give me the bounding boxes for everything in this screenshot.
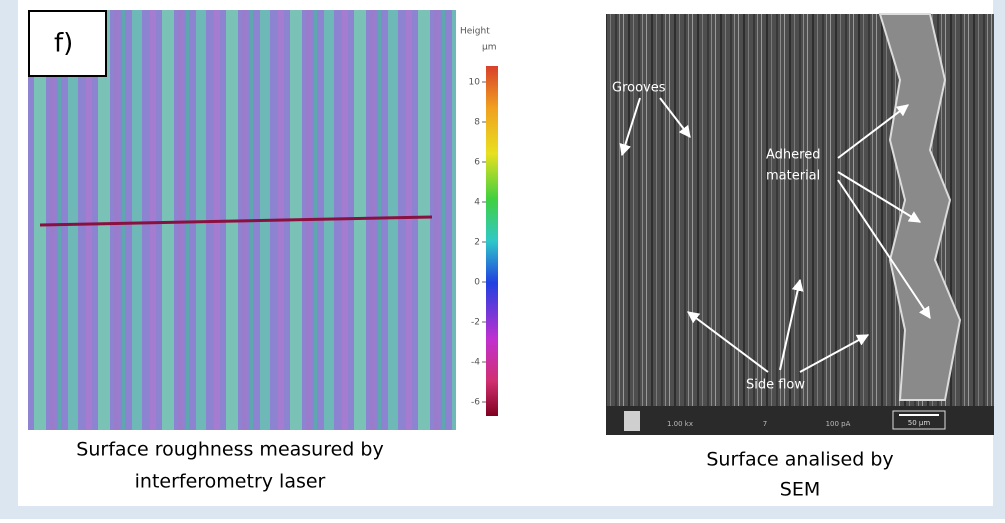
info-text: 100 pA [826, 420, 851, 428]
info-text: 1.00 kx [667, 420, 693, 428]
scale-bar-box [892, 410, 946, 430]
colorbar-label: Height [460, 27, 490, 37]
caption: Surface roughness measured by [76, 439, 383, 461]
arrows [619, 97, 931, 373]
colorbar-tick-label: 6 [474, 158, 480, 168]
colorbar-tick-label: 8 [474, 118, 480, 128]
annotation: Adhered [766, 148, 820, 163]
annotation: material [766, 169, 820, 184]
info-text: 7 [763, 420, 767, 428]
colorbar-tick-label: 2 [474, 238, 480, 248]
annotation: Side flow [746, 378, 805, 393]
info-icon [624, 411, 640, 431]
colorbar [486, 66, 498, 416]
scale-bar-label: 50 µm [908, 419, 931, 427]
caption: SEM [780, 479, 820, 501]
caption: Surface analised by [706, 449, 893, 471]
caption: interferometry laser [135, 471, 326, 493]
colorbar-unit: µm [482, 43, 497, 53]
panel-label: f) [54, 29, 73, 59]
profile-line [39, 215, 433, 227]
colorbar-tick-label: 4 [474, 198, 480, 208]
annotation: Grooves [612, 81, 666, 96]
info-bar [606, 406, 994, 435]
label-box [28, 10, 107, 77]
colorbar-tick-label: 10 [469, 78, 481, 88]
colorbar-tick-label: 0 [474, 278, 480, 288]
colorbar-tick-label: -6 [471, 398, 480, 408]
colorbar-ticks: 10 8 6 4 2 0 -2 -4 -6 [469, 78, 486, 408]
colorbar-tick-label: -4 [471, 358, 480, 368]
colorbar-tick-label: -2 [471, 318, 480, 328]
